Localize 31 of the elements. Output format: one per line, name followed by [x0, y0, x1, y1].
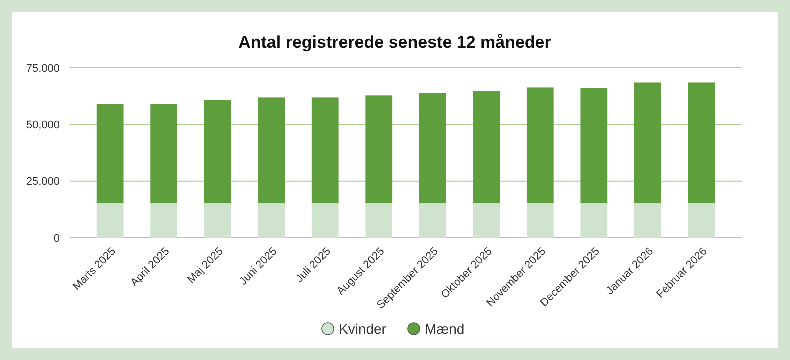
bar [96, 104, 124, 204]
bar [473, 204, 500, 238]
y-tick-label: 0 [54, 232, 60, 245]
bar [96, 204, 124, 238]
chart-title: Antal registrerede seneste 12 måneder [238, 33, 552, 52]
legend-label: Mænd [425, 320, 465, 337]
bar [688, 82, 716, 204]
bar [526, 204, 554, 238]
bar [688, 204, 716, 238]
bar [580, 204, 608, 238]
y-tick-label: 75,000 [26, 62, 60, 75]
bar [580, 88, 608, 204]
bar [634, 82, 662, 204]
bar [419, 93, 446, 204]
legend-label: Kvinder [339, 320, 387, 337]
bar [204, 204, 232, 238]
bar [634, 204, 662, 238]
bar [366, 96, 393, 204]
bar [419, 204, 446, 238]
bar [312, 98, 339, 204]
bar [366, 204, 393, 238]
y-tick-label: 25,000 [26, 176, 60, 188]
bar [258, 204, 286, 238]
bar [526, 88, 554, 204]
bar [150, 104, 178, 204]
bar [150, 204, 178, 238]
y-tick-label: 50,000 [26, 120, 60, 132]
bar [473, 91, 500, 204]
bar [258, 98, 286, 204]
bar [204, 100, 232, 204]
bar [312, 204, 339, 238]
